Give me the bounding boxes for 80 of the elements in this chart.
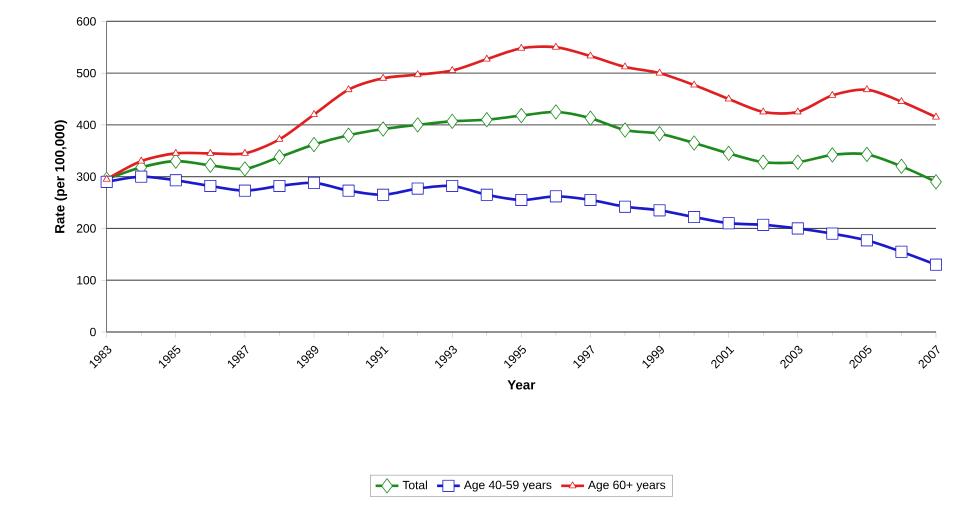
y-tick-label: 100	[77, 276, 96, 284]
point	[172, 148, 180, 156]
point	[757, 218, 770, 231]
point	[135, 170, 148, 183]
point	[688, 135, 700, 151]
point	[759, 108, 768, 114]
point	[204, 180, 216, 192]
point	[377, 121, 389, 137]
legend-label: Age 60+ years	[588, 480, 666, 492]
y-tick-label: 400	[76, 120, 96, 130]
point	[170, 174, 182, 186]
point	[448, 66, 456, 73]
point	[276, 134, 284, 142]
point	[480, 188, 493, 201]
point	[379, 74, 387, 81]
point	[412, 117, 424, 132]
point	[757, 154, 770, 170]
y-tick-label: 0	[90, 328, 96, 336]
point	[654, 204, 666, 216]
y-tick-label: 600	[76, 17, 96, 26]
point	[930, 258, 942, 271]
point	[377, 188, 390, 201]
point	[654, 126, 666, 142]
y-axis-title: Rate (per 100,000)	[54, 120, 68, 233]
point	[446, 114, 458, 129]
point	[896, 158, 908, 174]
point	[241, 148, 249, 156]
point	[238, 184, 251, 197]
point	[552, 42, 560, 50]
point	[792, 154, 804, 170]
point	[273, 180, 286, 192]
point	[898, 97, 906, 104]
legend-label: Age 40-59 years	[464, 480, 552, 492]
point	[170, 154, 182, 169]
point	[308, 136, 320, 152]
legend-label: Total	[402, 480, 427, 490]
point	[206, 148, 214, 156]
point	[342, 128, 354, 143]
point	[826, 228, 838, 240]
point	[480, 112, 493, 128]
point	[860, 234, 873, 246]
point	[550, 104, 562, 120]
point	[515, 194, 528, 206]
point	[517, 44, 526, 51]
point	[619, 122, 631, 138]
point	[826, 147, 838, 163]
point	[930, 174, 942, 190]
point	[722, 146, 734, 161]
point	[344, 85, 352, 92]
point	[584, 110, 596, 126]
point	[550, 190, 562, 202]
point	[308, 176, 320, 189]
point	[414, 70, 422, 78]
point	[204, 158, 216, 173]
x-axis-title: Year	[507, 380, 536, 390]
y-tick-label: 300	[76, 172, 96, 181]
point	[621, 62, 629, 70]
y-tick-label: 200	[76, 224, 96, 233]
point	[688, 211, 700, 224]
point	[310, 110, 318, 117]
point	[863, 85, 871, 92]
point	[274, 149, 286, 165]
point	[619, 200, 631, 213]
point	[895, 246, 908, 258]
point	[446, 180, 458, 192]
point	[932, 112, 940, 120]
point	[412, 182, 424, 195]
y-tick-label: 500	[76, 68, 96, 78]
point	[861, 146, 873, 162]
point	[137, 156, 146, 164]
point	[342, 184, 355, 197]
point	[690, 80, 698, 88]
point	[792, 222, 804, 234]
point	[516, 108, 528, 124]
point	[586, 52, 594, 58]
point	[722, 217, 735, 230]
point	[794, 108, 802, 114]
point	[239, 161, 251, 176]
point	[584, 194, 596, 206]
point	[656, 68, 664, 76]
